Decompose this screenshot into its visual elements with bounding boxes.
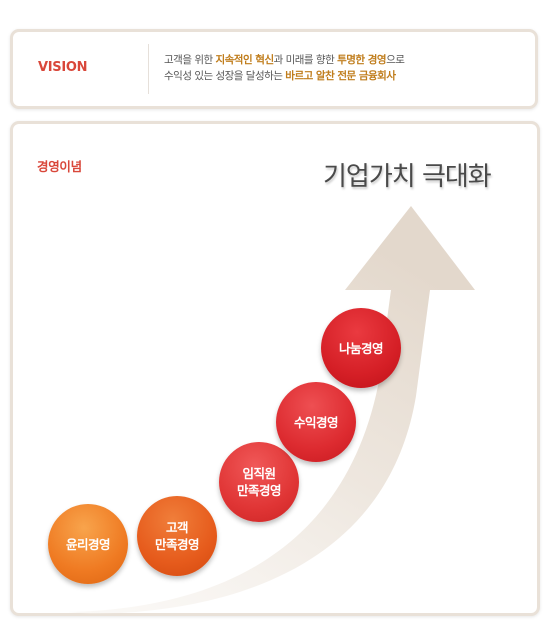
step-profit-circle: 수익경영 — [276, 382, 356, 462]
step-ethics-circle: 윤리경영 — [48, 504, 128, 584]
vision-highlight-company: 바르고 알찬 전문 금융회사 — [285, 70, 396, 82]
vision-text-4: 수익성 있는 성장을 달성하는 — [164, 70, 286, 82]
vision-highlight-innovation: 지속적인 혁신 — [215, 54, 274, 66]
step-sharing-label: 나눔경영 — [338, 340, 384, 356]
growth-arrow-icon — [68, 206, 475, 614]
vision-statement: 고객을 위한 지속적인 혁신과 미래를 향한 투명한 경영으로 수익성 있는 성… — [164, 52, 405, 84]
step-employee-satisfaction-circle: 임직원 만족경영 — [219, 442, 299, 522]
headline: 기업가치 극대화 — [323, 162, 492, 192]
step-sharing-circle: 나눔경영 — [321, 308, 401, 388]
vision-divider — [148, 44, 149, 94]
philosophy-panel: 경영이념 기업가치 극대화 윤리경영 고객 만족경영 임직원 만족경영 수익경영… — [10, 121, 540, 616]
vision-panel: VISION 고객을 위한 지속적인 혁신과 미래를 향한 투명한 경영으로 수… — [10, 29, 538, 109]
vision-label: VISION — [38, 60, 88, 75]
vision-text-1: 고객을 위한 — [164, 54, 216, 66]
vision-text-2: 과 미래를 향한 — [273, 54, 338, 66]
step-employee-satisfaction-label: 임직원 만족경영 — [236, 466, 282, 498]
vision-highlight-transparency: 투명한 경영 — [337, 54, 387, 66]
step-profit-label: 수익경영 — [293, 414, 339, 430]
step-ethics-label: 윤리경영 — [65, 536, 111, 552]
step-customer-satisfaction-circle: 고객 만족경영 — [137, 496, 217, 576]
step-customer-satisfaction-label: 고객 만족경영 — [154, 520, 200, 552]
section-title: 경영이념 — [37, 159, 82, 174]
vision-text-3: 으로 — [386, 54, 405, 66]
